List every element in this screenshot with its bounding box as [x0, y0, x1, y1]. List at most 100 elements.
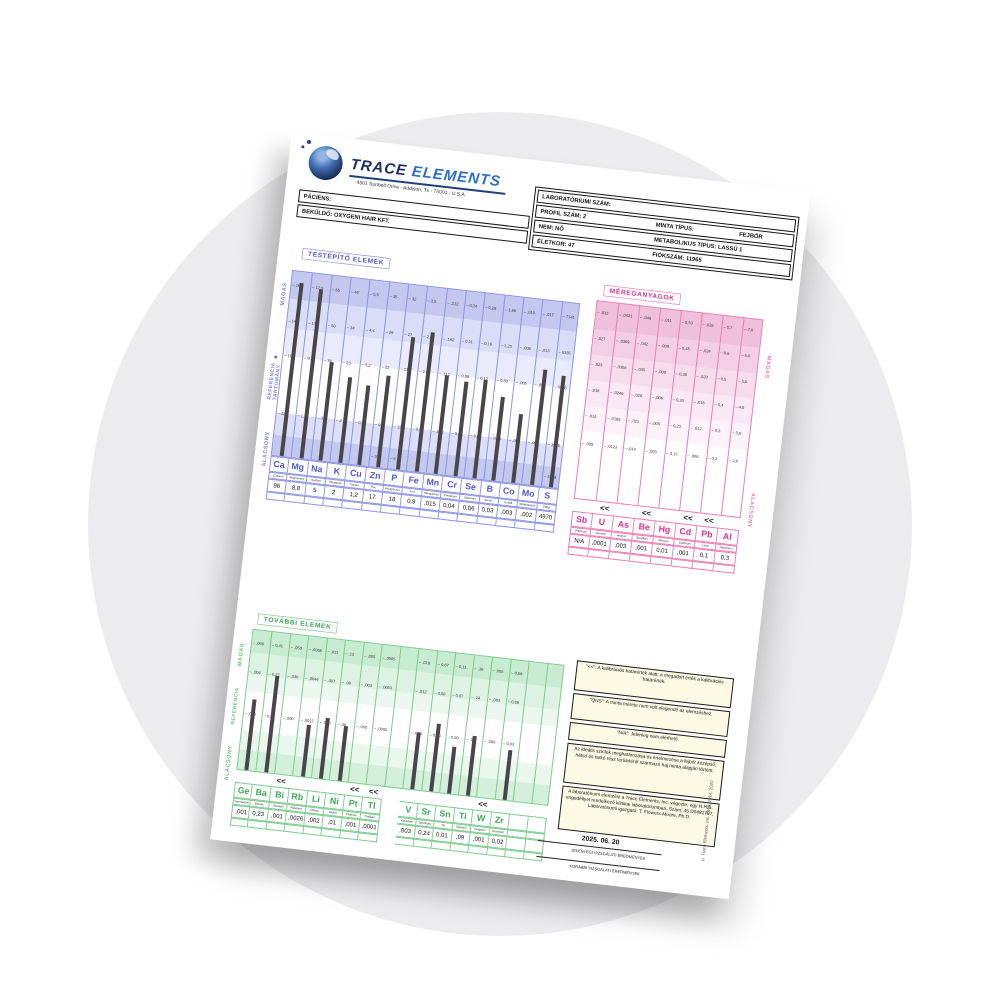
- additional-name-V: Vanadium: [400, 818, 413, 824]
- nutritional-tick: 29: [385, 330, 393, 335]
- nutritional-tick: 7141: [562, 314, 574, 320]
- additional-emptyrow-cell-Bi: [266, 821, 286, 832]
- nutritional-chart-title: TESTÉPÍTŐ ELEMEK: [301, 248, 391, 270]
- nutritional-val-Se: 0,06: [462, 504, 475, 513]
- toxic-name-As: Arsenic: [616, 534, 627, 539]
- nutritional-high-label: MAGAS: [279, 282, 289, 307]
- nutritional-sym-Mo: Mo: [521, 488, 536, 500]
- additional-tick: ,0044: [305, 676, 319, 682]
- nutritional-sym-Zn: Zn: [368, 470, 381, 482]
- additional-tick: 0,07: [452, 693, 464, 698]
- additional-name-Ba: Barium: [255, 802, 265, 807]
- nutritional-tick: ,013: [539, 347, 550, 353]
- additional-name-Zr: Zirconium: [491, 829, 505, 835]
- additional-flag-Pt: <<: [349, 784, 361, 795]
- additional-tick: ,007: [324, 678, 335, 683]
- nutritional-val-Fe: 0,9: [406, 497, 416, 506]
- toxic-sym-Hg: Hg: [658, 523, 672, 535]
- toxic-tick: ,009: [582, 441, 593, 447]
- toxic-tick: ,032: [597, 310, 608, 316]
- toxic-tick: ,003: [645, 449, 657, 454]
- nutritional-sym-Cu: Cu: [349, 468, 363, 480]
- additional-emptyrow-cell-Tl: [358, 832, 378, 843]
- additional-sym-Li: Li: [311, 793, 321, 805]
- nutritional-sym-B: B: [486, 483, 494, 495]
- additional-tick: ,0068: [309, 648, 322, 654]
- nutritional-sym-Cr: Cr: [446, 479, 458, 491]
- additional-tick: ,004: [249, 669, 261, 675]
- toxic-emptyrow-cell-U: [588, 548, 610, 560]
- account-label: FIÓKSZÁM: 11965: [652, 251, 703, 264]
- additional-bar-Zr: [502, 750, 513, 801]
- toxic-tick: 0,15: [666, 451, 678, 457]
- additional-tick: 0,11: [456, 665, 467, 670]
- additional-bar-V: [410, 732, 422, 790]
- nutritional-tick: ,010: [524, 310, 535, 315]
- additional-sym-V: V: [404, 804, 412, 815]
- additional-val-Ni: ,01: [327, 818, 337, 827]
- additional-emptyrow-cell-W: [468, 845, 488, 856]
- toxic-tick: 0,30: [672, 398, 684, 403]
- toxic-name-Hg: Mercury: [658, 538, 669, 544]
- additional-val-Tl: ,0001: [360, 822, 377, 832]
- nutritional-name-Mo: Molybdenum: [518, 502, 536, 508]
- nutritional-tick: 0,16: [481, 341, 492, 346]
- additional-low-label: ALACSONY: [223, 745, 234, 781]
- toxic-name-Sb: Antimony: [574, 529, 587, 534]
- nutritional-name-P: Phosphorus: [385, 487, 401, 492]
- toxic-val-Sb: N/A: [574, 537, 585, 546]
- nutritional-emptyrow-cell-P: [380, 504, 401, 515]
- nutritional-tick: ,005: [515, 380, 527, 386]
- nutritional-tick: ,212: [447, 301, 458, 306]
- nutritional-tick: 4,4: [366, 327, 375, 333]
- toxic-tick: 0,45: [678, 346, 690, 351]
- toxic-name-U: Uranium: [595, 531, 607, 536]
- nutritional-tick: 0,08: [458, 374, 469, 379]
- additional-val-Sr: 0,24: [417, 829, 430, 838]
- logo-molecule-dot: [301, 145, 305, 149]
- nutritional-plot-area: 1661451042217,513,59,41,3655034344342325…: [270, 269, 582, 490]
- toxic-sym-Cd: Cd: [679, 526, 693, 538]
- additional-sym-Ni: Ni: [329, 795, 340, 807]
- toxic-tick: ,0185: [607, 416, 620, 423]
- nutritional-bar-S: [549, 375, 567, 488]
- nutritional-sym-P: P: [390, 472, 398, 484]
- additional-tick: ,000: [282, 716, 294, 721]
- nutritional-tick: ,162: [443, 336, 454, 342]
- nutritional-val-B: 0,03: [481, 506, 494, 515]
- additional-val-Rb: ,0026: [287, 814, 304, 823]
- toxic-tick: ,042: [637, 341, 648, 346]
- nutritional-sym-Mg: Mg: [291, 461, 305, 473]
- additional-tick: ,0000: [374, 727, 387, 733]
- toxic-emptyrow-cell-Pb: [692, 560, 715, 572]
- nutritional-emptyrow-cell-Fe: [399, 507, 421, 518]
- additional-name-W: Tungsten: [473, 827, 486, 832]
- additional-flag-Bi: <<: [276, 776, 287, 787]
- additional-name-Tl: Thallium: [364, 814, 376, 820]
- toxic-tick: 0,4: [714, 402, 724, 408]
- toxic-name-Cd: Cadmium: [678, 541, 691, 546]
- additional-sym-Sr: Sr: [420, 806, 432, 818]
- additional-tick: ,0003: [379, 684, 392, 691]
- nutritional-val-Ca: 96: [273, 482, 281, 490]
- nutritional-emptyrow-cell-B: [476, 515, 497, 527]
- toxic-tick: 0,3: [711, 428, 721, 434]
- nutritional-emptyrow-cell-Cu: [342, 500, 363, 511]
- toxic-high-label: MAGAS: [763, 355, 772, 380]
- toxic-tick: 2,0: [729, 458, 738, 464]
- note-calibration-text: "<<": A kalibrációs határérték alatt; a …: [585, 663, 724, 685]
- additional-name-Bi: Bismuth: [272, 804, 284, 809]
- toxic-tick: ,035: [634, 367, 645, 372]
- nutritional-tick: 44: [351, 290, 359, 295]
- additional-tick: 0,41: [272, 643, 283, 649]
- additional-bar-Ni: [337, 725, 348, 781]
- nutritional-sym-Ca: Ca: [273, 459, 286, 471]
- toxic-sym-U: U: [598, 517, 606, 528]
- nutritional-tick: 2: [336, 418, 342, 423]
- sex-label: NEM: NŐ: [538, 223, 565, 233]
- toxic-val-Be: ,001: [635, 544, 648, 553]
- toxic-tick: ,009: [658, 343, 669, 349]
- nutritional-name-B: Boron: [484, 498, 493, 503]
- additional-flag-W: <<: [478, 799, 489, 810]
- nutritional-emptyrow-cell-Mn: [419, 509, 440, 520]
